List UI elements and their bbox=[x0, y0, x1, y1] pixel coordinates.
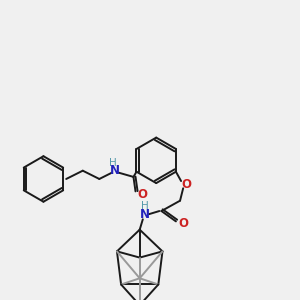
Text: H: H bbox=[141, 201, 149, 211]
Text: N: N bbox=[140, 208, 150, 220]
Text: H: H bbox=[109, 158, 117, 168]
Text: N: N bbox=[110, 164, 120, 177]
Text: O: O bbox=[181, 178, 191, 190]
Text: O: O bbox=[178, 217, 188, 230]
Text: O: O bbox=[138, 188, 148, 201]
